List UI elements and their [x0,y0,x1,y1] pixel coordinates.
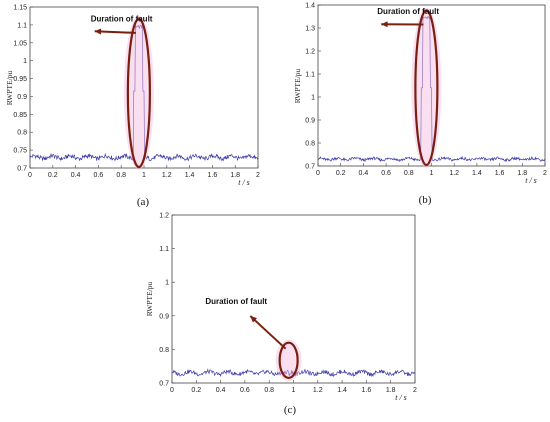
x-tick-label: 1 [430,170,434,177]
x-tick-label: 0.8 [264,387,274,394]
x-tick-label: 1.4 [337,387,347,394]
y-tick-label: 1 [23,58,27,65]
y-tick-label: 1.1 [17,22,27,29]
annotation-text: Duration of fault [205,297,267,306]
chart-panel-2: 0 0.2 0.4 0.6 0.8 1 1.2 1.4 1.6 1.8 2 0.7 0.8 0.9 1 1.1… [293,3,547,207]
y-tick-label: 0.95 [13,76,27,83]
panel-label: (b) [419,194,432,206]
y-tick-label: 1 [165,280,169,287]
x-axis-label: t / s [395,393,407,402]
fault-ellipse [414,9,439,167]
x-tick-label: 0.4 [71,172,81,179]
x-tick-label: 0.4 [216,387,226,394]
y-tick-label: 1.05 [13,40,27,47]
x-tick-label: 1 [292,387,296,394]
x-tick-label: 1.8 [386,387,396,394]
x-tick-label: 1.2 [449,170,459,177]
x-tick-label: 0.8 [404,170,414,177]
x-tick-label: 0.2 [191,387,201,394]
y-tick-label: 0.85 [13,112,27,119]
x-tick-label: 0.6 [240,387,250,394]
panel-label: (a) [137,196,150,208]
x-tick-label: 1.2 [313,387,323,394]
y-tick-label: 1.2 [159,213,169,220]
y-tick-label: 1.4 [305,3,315,10]
y-tick-label: 0.75 [13,148,27,155]
x-tick-label: 2 [256,172,260,179]
x-tick-label: 0.8 [116,172,126,179]
x-tick-label: 1.6 [208,172,218,179]
x-tick-label: 1.4 [472,170,482,177]
y-tick-label: 0.9 [305,118,315,125]
y-tick-label: 1.15 [13,5,27,12]
x-tick-label: 0.6 [381,170,391,177]
y-axis-label: RWPTE/pu [5,70,14,105]
y-tick-label: 0.7 [17,166,27,173]
y-tick-label: 0.7 [305,164,315,171]
y-tick-label: 0.8 [305,141,315,148]
y-axis-label: RWPTE/pu [145,281,154,316]
x-tick-label: 2 [543,170,547,177]
chart-panel-3: 0 0.2 0.4 0.6 0.8 1 1.2 1.4 1.6 1.8 2 0.7 0.8 0.9 1 1.1… [145,213,417,417]
annotation-arrow [249,315,287,350]
annotation-text: Duration of fault [91,14,153,23]
x-tick-label: 0.2 [48,172,58,179]
fault-highlight [123,15,154,170]
fault-ellipse [278,341,299,380]
y-tick-label: 1.3 [305,26,315,33]
x-tick-label: 1.8 [517,170,527,177]
x-axis-label: t / s [525,176,537,185]
y-tick-label: 1.2 [305,49,315,56]
x-tick-label: 0.2 [336,170,346,177]
x-tick-label: 2 [413,387,417,394]
annotation-arrowhead [94,28,102,35]
annotation-arrowhead [250,316,258,323]
x-tick-label: 1.6 [495,170,505,177]
x-tick-label: 0.6 [94,172,104,179]
y-tick-label: 0.9 [159,313,169,320]
y-tick-label: 1.1 [305,72,315,79]
x-tick-label: 1.2 [162,172,172,179]
plot-frame [29,6,259,169]
y-tick-label: 0.8 [17,130,27,137]
x-tick-label: 0 [28,172,32,179]
signal-series-line [317,16,546,163]
plot-frame [317,4,546,167]
x-tick-label: 1.4 [185,172,195,179]
y-tick-label: 0.8 [159,347,169,354]
x-axis-label: t / s [238,178,250,187]
y-tick-label: 0.7 [159,381,169,388]
x-tick-label: 1 [142,172,146,179]
signal-series-line [29,24,259,162]
plot-frame [171,214,416,384]
x-tick-label: 0.4 [359,170,369,177]
panel-label: (c) [284,404,297,416]
annotation-arrow [94,30,136,34]
annotation-arrowhead [381,21,388,28]
y-tick-label: 1.1 [159,246,169,253]
x-tick-label: 1.8 [230,172,240,179]
y-tick-label: 0.9 [17,94,27,101]
y-tick-label: 1 [311,95,315,102]
fault-ellipse [126,17,151,169]
annotation-text: Duration of fault [377,7,439,16]
fault-highlight [411,7,442,168]
chart-panel-1: 0 0.2 0.4 0.6 0.8 1 1.2 1.4 1.6 1.8 2 0.7 0.75 0.8 0.8… [5,5,260,209]
x-tick-label: 1.6 [362,387,372,394]
y-axis-label: RWPTE/pu [293,68,302,103]
x-tick-label: 0 [316,170,320,177]
x-tick-label: 0 [170,387,174,394]
